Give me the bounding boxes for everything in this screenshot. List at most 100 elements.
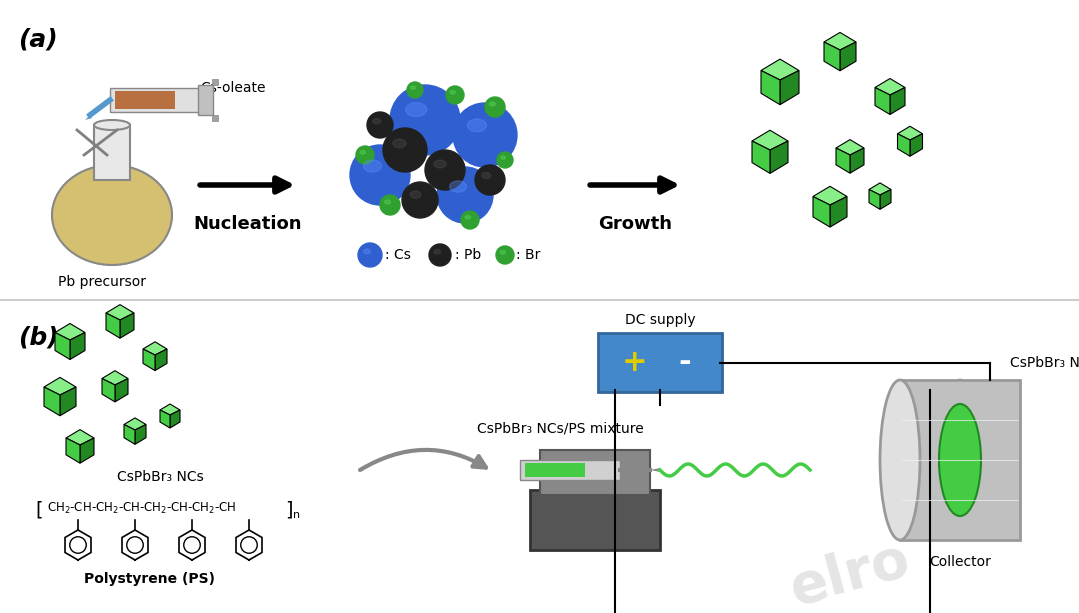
Ellipse shape [411, 86, 415, 89]
Ellipse shape [481, 172, 491, 178]
Ellipse shape [500, 251, 505, 254]
FancyBboxPatch shape [520, 460, 620, 480]
Polygon shape [910, 134, 923, 156]
Polygon shape [160, 410, 170, 428]
Polygon shape [890, 88, 905, 115]
Circle shape [380, 195, 400, 215]
Ellipse shape [940, 380, 980, 540]
Text: n: n [293, 510, 300, 520]
Text: (b): (b) [18, 325, 58, 349]
Ellipse shape [501, 156, 505, 159]
Circle shape [497, 152, 513, 168]
Text: Cs-oleate: Cs-oleate [200, 81, 265, 95]
Polygon shape [103, 378, 115, 402]
Circle shape [484, 97, 505, 117]
Circle shape [437, 167, 493, 223]
Ellipse shape [364, 249, 370, 254]
Polygon shape [869, 189, 880, 209]
FancyBboxPatch shape [530, 490, 660, 550]
Circle shape [390, 85, 460, 155]
Ellipse shape [410, 191, 421, 198]
Polygon shape [144, 342, 167, 355]
Polygon shape [115, 378, 128, 402]
Polygon shape [106, 305, 134, 320]
Text: Growth: Growth [598, 215, 672, 233]
Ellipse shape [490, 102, 495, 106]
Text: Collector: Collector [929, 555, 991, 569]
Polygon shape [155, 349, 167, 371]
Polygon shape [55, 324, 85, 340]
Ellipse shape [939, 404, 981, 516]
Polygon shape [875, 78, 905, 95]
FancyBboxPatch shape [199, 85, 213, 115]
Text: : Cs: : Cs [385, 248, 411, 262]
Polygon shape [80, 438, 94, 463]
Circle shape [429, 244, 451, 266]
Polygon shape [761, 70, 780, 105]
Polygon shape [66, 438, 80, 463]
Polygon shape [60, 387, 76, 416]
Polygon shape [85, 115, 92, 120]
Polygon shape [770, 141, 788, 173]
Circle shape [350, 145, 410, 205]
Polygon shape [752, 130, 788, 150]
Polygon shape [55, 332, 70, 359]
Text: : Pb: : Pb [455, 248, 481, 262]
Polygon shape [70, 332, 85, 359]
Ellipse shape [434, 160, 446, 168]
Polygon shape [824, 32, 856, 50]
Text: : Br: : Br [516, 248, 541, 262]
Text: elro: elro [784, 533, 916, 613]
Circle shape [356, 146, 374, 164]
Text: CsPbBr₃ NCs/PS mixture: CsPbBr₃ NCs/PS mixture [477, 421, 643, 435]
Polygon shape [752, 141, 770, 173]
Circle shape [358, 243, 382, 267]
Ellipse shape [94, 120, 129, 130]
Ellipse shape [360, 151, 366, 154]
Circle shape [453, 103, 517, 167]
Circle shape [475, 165, 505, 195]
Text: Syringe pump: Syringe pump [541, 558, 650, 572]
Text: Nucleation: Nucleation [194, 215, 302, 233]
Circle shape [496, 246, 514, 264]
Ellipse shape [52, 165, 172, 265]
Text: (a): (a) [18, 28, 57, 52]
Ellipse shape [450, 181, 466, 192]
Ellipse shape [450, 91, 455, 94]
Polygon shape [124, 424, 135, 444]
Text: CsPbBr₃ NCs: CsPbBr₃ NCs [117, 470, 203, 484]
Circle shape [407, 82, 423, 98]
Ellipse shape [384, 200, 391, 204]
Ellipse shape [393, 139, 406, 148]
Ellipse shape [880, 380, 920, 540]
Polygon shape [144, 349, 155, 371]
Polygon shape [812, 186, 847, 205]
Polygon shape [812, 197, 830, 227]
Polygon shape [900, 380, 1020, 540]
Polygon shape [66, 430, 94, 445]
Text: Pb precursor: Pb precursor [58, 275, 146, 289]
FancyBboxPatch shape [115, 91, 175, 109]
Circle shape [367, 112, 393, 138]
Polygon shape [761, 59, 800, 80]
Polygon shape [869, 183, 891, 195]
Polygon shape [824, 42, 839, 70]
Ellipse shape [467, 119, 487, 132]
Polygon shape [898, 126, 923, 140]
FancyBboxPatch shape [94, 125, 129, 180]
Text: Polystyrene (PS): Polystyrene (PS) [84, 572, 216, 586]
Polygon shape [44, 378, 76, 395]
Ellipse shape [364, 160, 382, 172]
Text: +: + [623, 348, 647, 377]
Polygon shape [830, 197, 847, 227]
FancyBboxPatch shape [110, 88, 200, 112]
Ellipse shape [434, 249, 440, 254]
Polygon shape [839, 42, 856, 70]
Circle shape [402, 182, 438, 218]
Polygon shape [850, 148, 864, 173]
Polygon shape [160, 404, 180, 415]
Text: CsPbBr₃ NFs: CsPbBr₃ NFs [1010, 356, 1079, 370]
Polygon shape [135, 424, 146, 444]
Polygon shape [124, 418, 146, 430]
Polygon shape [898, 134, 910, 156]
